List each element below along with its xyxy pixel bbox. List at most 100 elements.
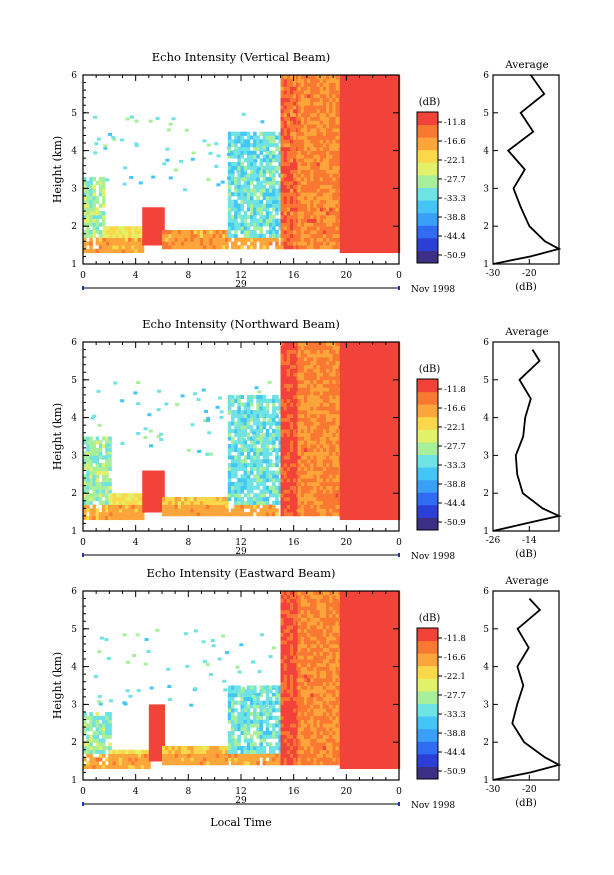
heatmap-cell xyxy=(286,226,291,231)
heatmap-cell xyxy=(342,372,347,377)
heatmap-cell xyxy=(300,245,305,250)
heatmap-cell xyxy=(380,143,385,148)
heatmap-cell xyxy=(283,82,288,87)
heatmap-cell xyxy=(89,203,93,208)
heatmap-cell xyxy=(307,192,311,197)
heatmap-cell xyxy=(313,161,317,167)
heatmap-cell xyxy=(237,177,241,182)
heatmap-cell xyxy=(142,496,146,502)
heatmap-cell xyxy=(307,158,311,163)
heatmap-cell xyxy=(368,131,372,136)
heatmap-cell xyxy=(342,199,347,204)
heatmap-cell xyxy=(329,135,333,140)
heatmap-cell xyxy=(307,493,311,498)
heatmap-cell xyxy=(393,241,398,246)
heatmap-cell xyxy=(377,222,382,227)
heatmap-cell xyxy=(346,139,350,144)
heatmap-cell xyxy=(358,470,363,475)
heatmap-cell xyxy=(332,184,336,189)
heatmap-cell xyxy=(339,192,344,197)
heatmap-cell xyxy=(98,248,103,254)
heatmap-cell xyxy=(105,226,110,231)
colorbar-swatch xyxy=(417,149,438,163)
heatmap-cell xyxy=(371,165,375,170)
heatmap-cell xyxy=(303,207,308,212)
heatmap-cell xyxy=(358,192,363,197)
heatmap-cell xyxy=(280,376,285,381)
heatmap-cell xyxy=(358,353,363,358)
heatmap-cell xyxy=(358,248,363,254)
heatmap-cell xyxy=(313,192,317,197)
heatmap-cell xyxy=(307,165,311,170)
heatmap-cell xyxy=(387,165,391,170)
heatmap-cell xyxy=(335,161,340,167)
heatmap-cell xyxy=(289,387,294,392)
heatmap-cell xyxy=(346,508,350,513)
heatmap-cell xyxy=(355,143,360,148)
heatmap-cell xyxy=(307,372,311,377)
heatmap-cell xyxy=(316,116,321,121)
heatmap-cell xyxy=(332,192,336,197)
heatmap-cell xyxy=(387,135,391,140)
heatmap-cell xyxy=(243,180,248,186)
heatmap-cell xyxy=(316,112,321,117)
heatmap-cell xyxy=(297,489,302,494)
heatmap-cell xyxy=(380,105,385,110)
heatmap-cell xyxy=(278,398,282,403)
heatmap-cell xyxy=(329,345,333,350)
heatmap-cell xyxy=(300,90,305,95)
heatmap-cell xyxy=(332,387,336,392)
heatmap-cell xyxy=(322,245,327,250)
heatmap-cell xyxy=(280,432,285,437)
heatmap-cell xyxy=(329,158,333,163)
heatmap-cell xyxy=(313,440,317,445)
heatmap-cell xyxy=(319,203,324,208)
heatmap-cell xyxy=(329,226,333,231)
heatmap-cell xyxy=(272,233,276,238)
heatmap-cell xyxy=(196,496,201,502)
heatmap-cell xyxy=(265,161,270,167)
heatmap-cell xyxy=(313,504,317,509)
heatmap-cell xyxy=(349,500,353,505)
heatmap-cell xyxy=(361,481,366,487)
heatmap-cell xyxy=(289,109,294,114)
heatmap-cell xyxy=(256,447,260,453)
heatmap-cell xyxy=(237,436,241,441)
heatmap-cell xyxy=(249,462,254,468)
heatmap-cell xyxy=(316,109,321,114)
heatmap-cell xyxy=(310,428,314,434)
heatmap-cell xyxy=(339,406,344,411)
heatmap-cell xyxy=(303,387,308,392)
heatmap-cell xyxy=(246,455,251,460)
heatmap-cell xyxy=(230,455,235,460)
heatmap-cell xyxy=(326,203,330,208)
heatmap-cell xyxy=(335,345,340,350)
heatmap-cell xyxy=(280,245,285,250)
heatmap-cell xyxy=(262,165,267,170)
heatmap-cell xyxy=(365,184,369,189)
heatmap-cell xyxy=(297,512,302,517)
heatmap-cell xyxy=(83,462,87,468)
heatmap-cell xyxy=(390,93,394,99)
heatmap-cell xyxy=(154,496,159,502)
heatmap-cell xyxy=(89,436,93,441)
heatmap-cell xyxy=(243,462,248,468)
heatmap-cell xyxy=(280,455,285,460)
heatmap-cell xyxy=(268,508,273,513)
heatmap-cell xyxy=(95,199,100,204)
heatmap-cell xyxy=(387,177,391,182)
heatmap-cell xyxy=(268,139,273,144)
heatmap-cell xyxy=(89,214,93,220)
heatmap-cell xyxy=(390,120,394,125)
heatmap-cell xyxy=(237,425,241,430)
heatmap-cell xyxy=(256,474,260,479)
heatmap-cell xyxy=(262,180,267,184)
heatmap-cell xyxy=(142,241,146,246)
heatmap-cell xyxy=(283,440,288,445)
heatmap-cell xyxy=(316,120,321,125)
heatmap-cell xyxy=(105,447,109,453)
heatmap-cell xyxy=(307,124,311,129)
heatmap-cell xyxy=(319,436,324,441)
heatmap-cell xyxy=(326,432,330,437)
heatmap-cell xyxy=(339,177,344,182)
